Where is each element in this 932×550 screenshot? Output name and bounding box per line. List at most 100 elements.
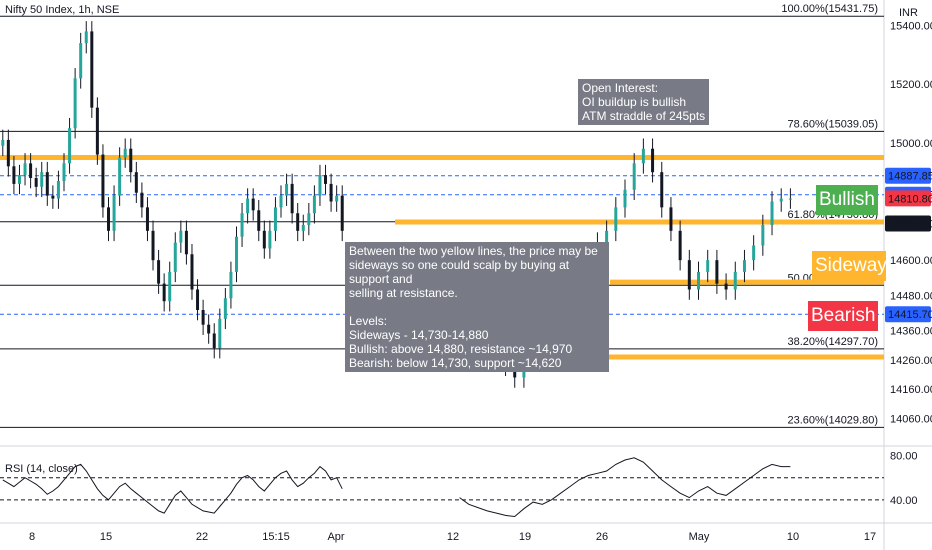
currency-label: INR: [899, 7, 918, 19]
x-tick-label: 22: [196, 531, 208, 543]
candle-body: [273, 207, 277, 231]
candle-body: [268, 230, 272, 249]
candle-body: [56, 180, 60, 199]
candle-body: [605, 230, 609, 243]
candle-body: [90, 31, 94, 108]
candle-body: [17, 175, 21, 184]
candle-body: [335, 195, 339, 202]
candle-body: [168, 271, 172, 302]
candle-body: [196, 289, 200, 311]
candle-body: [324, 175, 328, 184]
candle-body: [623, 189, 627, 208]
x-tick-label: 10: [787, 531, 799, 543]
candle-body: [251, 198, 255, 211]
candle-body: [706, 260, 710, 272]
bullish-badge[interactable]: Bullish: [816, 185, 878, 215]
candle-body: [12, 166, 16, 184]
candle-body: [651, 148, 655, 173]
candle-body: [1, 139, 5, 146]
candle-body: [234, 236, 238, 272]
x-tick-label: 15: [100, 531, 112, 543]
x-tick-label: 17: [864, 531, 876, 543]
price-tag-label: 14415.70: [888, 309, 932, 321]
candle-body: [641, 148, 645, 164]
candle-body: [207, 324, 211, 334]
oi-annotation[interactable]: Open Interest: OI buildup is bullish ATM…: [578, 79, 710, 125]
candle-body: [40, 172, 44, 187]
candle-body: [6, 139, 10, 167]
candle-body: [229, 271, 233, 299]
price-tag-label: 14724.80: [888, 219, 932, 231]
candle-body: [162, 283, 166, 302]
y-tick-label: 15200.00: [890, 79, 932, 91]
candle-body: [51, 195, 55, 199]
candle-body: [318, 175, 322, 196]
candle-body: [134, 172, 138, 193]
candle-body: [296, 213, 300, 231]
candle-body: [107, 207, 111, 231]
candle-body: [212, 333, 216, 349]
oi-line: Open Interest:: [582, 81, 659, 95]
rsi-tick-label: 40.00: [890, 495, 918, 507]
x-tick-label: 19: [519, 531, 531, 543]
oi-line: ATM straddle of 245pts: [582, 109, 706, 123]
candle-body: [157, 260, 161, 284]
candle-body: [179, 230, 183, 243]
candle-body: [45, 172, 49, 196]
y-tick-label: 14260.00: [890, 355, 932, 367]
candle-body: [68, 128, 72, 164]
candle-body: [279, 195, 283, 208]
y-tick-label: 14060.00: [890, 414, 932, 426]
fib-label: 38.20%(14297.70): [787, 336, 878, 348]
candle-body: [770, 201, 774, 225]
bearish-badge[interactable]: Bearish: [808, 301, 879, 331]
y-tick-label: 15000.00: [890, 138, 932, 150]
candle-body: [184, 230, 188, 255]
oi-line: OI buildup is bullish: [582, 95, 687, 109]
candle-body: [660, 172, 664, 208]
candle-body: [678, 230, 682, 261]
candle-body: [223, 298, 227, 319]
candle-body: [73, 78, 77, 129]
candle-body: [614, 207, 618, 231]
candle-body: [201, 310, 205, 325]
candle-body: [307, 213, 311, 225]
candle-body: [669, 207, 673, 231]
sideways-badge[interactable]: Sideways: [812, 251, 886, 281]
candle-body: [23, 163, 27, 176]
chart-title: Nifty 50 Index, 1h, NSE: [5, 4, 120, 16]
candle-body: [733, 271, 737, 290]
candle-body: [752, 245, 756, 261]
y-tick-label: 14480.00: [890, 290, 932, 302]
note-line: Levels:: [349, 314, 388, 328]
candle-body: [29, 163, 33, 179]
candle-body: [101, 154, 105, 208]
price-tag: [885, 215, 931, 232]
candle-body: [779, 198, 783, 202]
candle-body: [84, 31, 88, 44]
candle-body: [112, 195, 116, 231]
y-tick-label: 14600.00: [890, 255, 932, 267]
candle-body: [95, 107, 99, 155]
candle-body: [218, 318, 222, 349]
candle-body: [301, 224, 305, 231]
candle-body: [329, 183, 333, 202]
rsi-title: RSI (14, close): [5, 463, 78, 475]
candle-body: [312, 195, 316, 214]
candle-body: [724, 283, 728, 290]
candle-body: [697, 271, 701, 290]
note-line: Between the two yellow lines, the price …: [349, 244, 598, 258]
candle-body: [761, 224, 765, 246]
candle-body: [788, 198, 792, 200]
rsi-tick-label: 80.00: [890, 451, 918, 463]
x-tick-label: 8: [29, 531, 35, 543]
levels-note[interactable]: Between the two yellow lines, the price …: [345, 242, 609, 372]
note-line: Sideways - 14,730-14,880: [349, 328, 489, 342]
price-tag: [885, 167, 931, 184]
candle-body: [123, 148, 127, 158]
note-line: [349, 300, 605, 314]
candle-body: [151, 230, 155, 261]
candle-body: [34, 178, 38, 187]
fib-label: 78.60%(15039.05): [787, 118, 878, 130]
